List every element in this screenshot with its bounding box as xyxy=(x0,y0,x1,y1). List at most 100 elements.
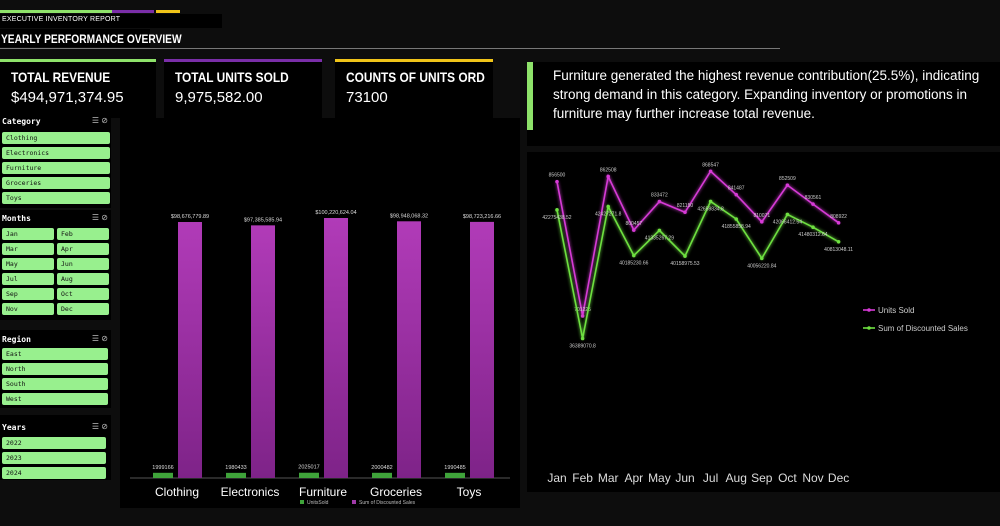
data-label-discounted-sales: 40813048.11 xyxy=(824,247,853,253)
data-label-discounted-sales: 41335267.29 xyxy=(645,235,674,241)
slicer-item-toys[interactable]: Toys xyxy=(2,192,110,204)
legend-label-discounted-sales: Sum of Discounted Sales xyxy=(878,324,968,333)
bar-units-sold xyxy=(299,472,319,478)
x-tick-label: Furniture xyxy=(299,485,347,499)
x-tick-label: Jan xyxy=(547,471,566,485)
slicer-item-month[interactable]: Apr xyxy=(57,243,109,255)
bar-chart-panel: 1999166 $98,676,779.89 Clothing 1980433 $97,… xyxy=(120,118,520,508)
line-chart: 856500 701225 862508 800457 833472 821150 8685… xyxy=(542,162,968,485)
slicer-item-furniture[interactable]: Furniture xyxy=(2,162,110,174)
data-label-units-sold: 800457 xyxy=(625,221,642,227)
legend-swatch-units-sold xyxy=(300,500,304,504)
kpi-accent xyxy=(164,59,322,62)
slicer-item-month[interactable]: Dec xyxy=(57,303,109,315)
slicer-item-clothing[interactable]: Clothing xyxy=(2,132,110,144)
bar-discounted-sales xyxy=(324,218,348,478)
report-title-box xyxy=(0,29,150,47)
slicer-item-groceries[interactable]: Groceries xyxy=(2,177,110,189)
data-label-discounted-sales: $98,723,216.66 xyxy=(463,214,501,220)
x-tick-label: Aug xyxy=(726,471,747,485)
data-label-discounted-sales: 40185230.66 xyxy=(619,261,648,267)
x-tick-label: Mar xyxy=(598,471,619,485)
slicer-item-month[interactable]: Aug xyxy=(57,273,109,285)
x-tick-label: Toys xyxy=(457,485,482,499)
slicer-item-month[interactable]: Nov xyxy=(2,303,54,315)
slicer-item-2024[interactable]: 2024 xyxy=(2,467,106,479)
slicer-item-north[interactable]: North xyxy=(2,363,108,375)
filter-icons[interactable]: ☰ ⊘ xyxy=(91,334,108,343)
slicer-item-month[interactable]: Mar xyxy=(2,243,54,255)
point-units-sold xyxy=(632,228,636,232)
point-units-sold xyxy=(606,174,610,179)
slicer-item-month[interactable]: Jul xyxy=(2,273,54,285)
insight-box: Furniture generated the highest revenue … xyxy=(527,62,1000,146)
x-tick-label: Dec xyxy=(828,471,849,485)
bar-discounted-sales xyxy=(178,222,202,478)
data-label-discounted-sales: 41480312.64 xyxy=(798,232,827,238)
report-label-box xyxy=(0,14,222,28)
bar-discounted-sales xyxy=(470,221,494,478)
point-discounted-sales xyxy=(760,256,764,261)
filter-icons[interactable]: ☰ ⊘ xyxy=(91,213,108,222)
slicer-item-electronics[interactable]: Electronics xyxy=(2,147,110,159)
point-discounted-sales xyxy=(836,240,841,244)
data-label-discounted-sales: 42659834.8 xyxy=(697,206,724,212)
legend-marker-discounted-sales xyxy=(867,326,871,330)
slicer-region: Region ☰ ⊘ East North South West xyxy=(0,330,111,408)
kpi-units-ordered: COUNTS OF UNITS ORD 73100 xyxy=(335,59,493,118)
insight-text: Furniture generated the highest revenue … xyxy=(553,68,980,121)
filter-icons[interactable]: ☰ ⊘ xyxy=(91,422,108,431)
slicer-title: Months xyxy=(2,214,31,223)
slicer-item-2022[interactable]: 2022 xyxy=(2,437,106,449)
slicer-item-east[interactable]: East xyxy=(2,348,108,360)
report-title: YEARLY PERFORMANCE OVERVIEW xyxy=(1,32,182,46)
report-label: EXECUTIVE INVENTORY REPORT xyxy=(2,16,121,23)
point-units-sold xyxy=(708,169,713,174)
point-discounted-sales xyxy=(555,208,559,212)
data-label-discounted-sales: $97,385,585.94 xyxy=(244,217,282,223)
kpi-value: 9,975,582.00 xyxy=(175,89,263,106)
bar-units-sold xyxy=(445,472,465,478)
kpi-value: $494,971,374.95 xyxy=(11,89,124,106)
slicer-item-month[interactable]: May xyxy=(2,258,54,270)
bar-chart: 1999166 $98,676,779.89 Clothing 1980433 $97,… xyxy=(130,210,510,506)
x-tick-label: Feb xyxy=(572,471,593,485)
legend-label-discounted-sales: Sum of Discounted Sales xyxy=(359,500,416,506)
slicer-category: Category ☰ ⊘ Clothing Electronics Furnit… xyxy=(0,115,111,208)
point-discounted-sales xyxy=(708,199,713,204)
data-label-discounted-sales: 36389070.8 xyxy=(569,343,596,349)
line-chart-panel: 856500 701225 862508 800457 833472 821150 8685… xyxy=(527,152,1000,492)
slicer-years: Years ☰ ⊘ 2022 2023 2024 xyxy=(0,415,111,480)
data-label-discounted-sales: $98,948,068.32 xyxy=(390,213,428,219)
bar-units-sold xyxy=(153,472,173,478)
slicer-item-month[interactable]: Sep xyxy=(2,288,54,300)
data-label-discounted-sales: 42427271.8 xyxy=(595,212,622,218)
point-discounted-sales xyxy=(811,225,815,230)
slicer-item-west[interactable]: West xyxy=(2,393,108,405)
slicer-item-south[interactable]: South xyxy=(2,378,108,390)
data-label-discounted-sales: $100,220,624.04 xyxy=(315,210,356,216)
slicer-title: Region xyxy=(2,335,31,344)
insight-accent xyxy=(527,62,533,130)
slicer-item-month[interactable]: Oct xyxy=(57,288,109,300)
kpi-total-revenue: TOTAL REVENUE $494,971,374.95 xyxy=(0,59,156,118)
header-accent-green xyxy=(0,10,112,13)
series-line-discounted-sales xyxy=(556,200,839,339)
legend-swatch-discounted-sales xyxy=(352,500,356,504)
point-units-sold xyxy=(785,183,790,187)
kpi-label: TOTAL REVENUE xyxy=(11,69,111,85)
point-units-sold xyxy=(734,192,738,197)
slicer-item-month[interactable]: Jun xyxy=(57,258,109,270)
bar-units-sold xyxy=(372,472,392,478)
slicer-item-month[interactable]: Feb xyxy=(57,228,109,240)
slicer-title: Category xyxy=(2,117,41,126)
slicer-item-2023[interactable]: 2023 xyxy=(2,452,106,464)
point-units-sold xyxy=(580,314,585,318)
filter-icons[interactable]: ☰ ⊘ xyxy=(91,116,108,125)
data-label-discounted-sales: 42066412.54 xyxy=(773,219,802,225)
x-tick-label: Sep xyxy=(751,471,773,485)
point-discounted-sales xyxy=(785,212,790,217)
legend-label-units-sold: UnitsSold xyxy=(307,500,329,506)
x-tick-label: Jun xyxy=(675,471,694,485)
slicer-item-month[interactable]: Jan xyxy=(2,228,54,240)
